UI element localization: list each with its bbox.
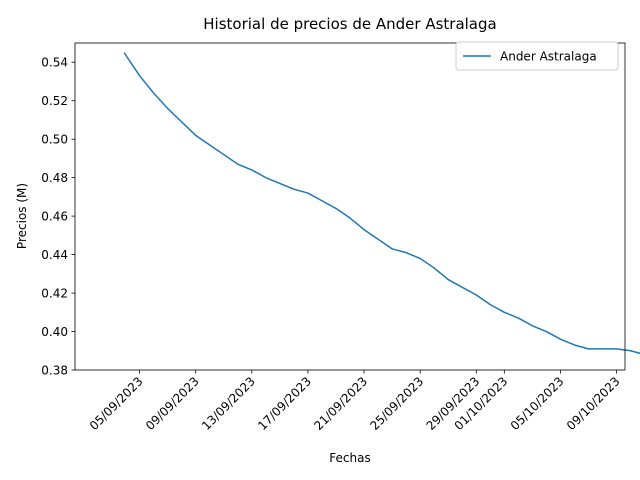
x-tick-label: 09/10/2023 bbox=[564, 374, 623, 433]
x-tick-label: 21/09/2023 bbox=[311, 374, 370, 433]
y-tick-label: 0.50 bbox=[41, 133, 68, 147]
x-tick-label: 05/09/2023 bbox=[87, 374, 146, 433]
x-tick-label: 25/09/2023 bbox=[367, 374, 426, 433]
x-axis-label: Fechas bbox=[329, 451, 370, 465]
x-tick-label: 05/10/2023 bbox=[508, 374, 567, 433]
y-tick-label: 0.54 bbox=[41, 56, 68, 70]
y-tick-label: 0.40 bbox=[41, 325, 68, 339]
plot-frame bbox=[74, 42, 626, 371]
x-tick-label: 13/09/2023 bbox=[199, 374, 258, 433]
x-axis-ticks: 05/09/202309/09/202313/09/202317/09/2023… bbox=[87, 370, 623, 433]
y-tick-label: 0.48 bbox=[41, 171, 68, 185]
x-tick-label: 17/09/2023 bbox=[255, 374, 314, 433]
y-axis-ticks: 0.38 0.40 0.42 0.44 0.46 0.48 0.50 0.52 0.54 bbox=[41, 56, 75, 378]
x-tick-label: 09/09/2023 bbox=[143, 374, 202, 433]
y-tick-label: 0.44 bbox=[41, 248, 68, 262]
chart-title: Historial de precios de Ander Astralaga bbox=[203, 15, 496, 33]
y-axis-label: Precios (M) bbox=[15, 183, 29, 249]
y-tick-label: 0.42 bbox=[41, 287, 68, 301]
legend-box bbox=[455, 41, 619, 71]
series-layer bbox=[123, 52, 640, 355]
legend-label: Ander Astralaga bbox=[500, 50, 597, 64]
y-tick-label: 0.46 bbox=[41, 210, 68, 224]
series-line-0 bbox=[123, 52, 640, 355]
y-tick-label: 0.38 bbox=[41, 364, 68, 378]
y-tick-label: 0.52 bbox=[41, 94, 68, 108]
legend: Ander Astralaga bbox=[455, 41, 619, 71]
